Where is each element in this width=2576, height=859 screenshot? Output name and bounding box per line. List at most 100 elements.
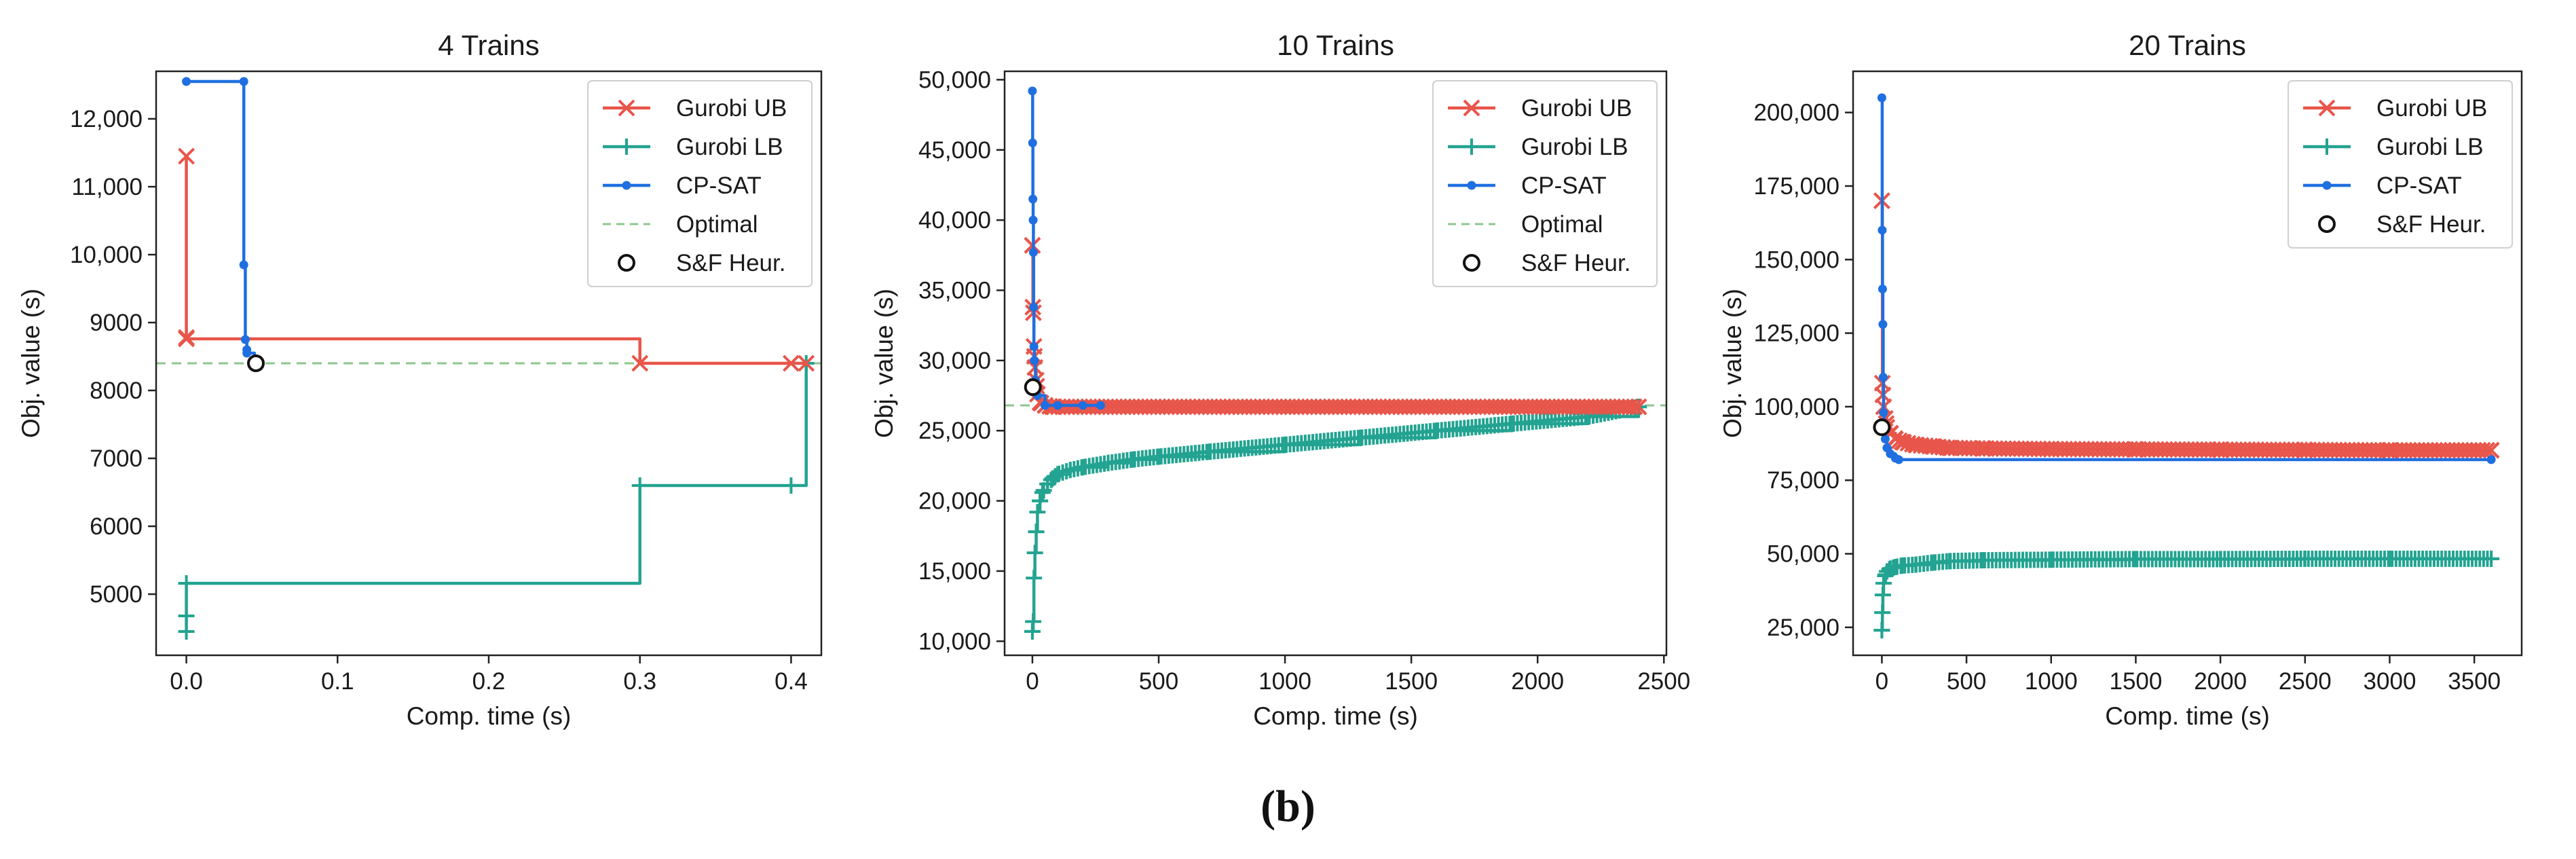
- point-ub: [1630, 398, 1647, 416]
- x-tick-label: 0.3: [623, 668, 656, 695]
- point-lb: [1100, 454, 1117, 471]
- y-tick-label: 25,000: [1767, 615, 1840, 641]
- point-ub: [2127, 441, 2144, 458]
- point-lb: [1975, 552, 1992, 569]
- legend-marker-ub: [2318, 99, 2336, 117]
- legend-label-sf: S&F Heur.: [676, 250, 785, 276]
- y-axis-label: Obj. value (s): [1719, 289, 1747, 438]
- series-line-cp: [1031, 89, 1101, 407]
- figure-caption: (b): [1261, 782, 1315, 831]
- point-ub: [631, 354, 649, 372]
- point-ub: [2482, 441, 2500, 459]
- x-tick-label: 0.0: [170, 668, 203, 695]
- x-tick-label: 2500: [2279, 668, 2332, 695]
- y-tick-label: 125,000: [1753, 321, 1840, 347]
- y-tick-label: 12,000: [70, 106, 143, 132]
- x-tick-label: 2000: [2194, 668, 2247, 695]
- point-cp: [182, 77, 191, 86]
- axes-frame: [155, 70, 823, 657]
- plot-area: [156, 77, 821, 640]
- point-lb: [1034, 484, 1051, 501]
- legend-label-lb: Gurobi LB: [1521, 134, 1628, 160]
- point-cp: [1028, 138, 1037, 147]
- point-cp: [1028, 248, 1038, 257]
- point-ub: [1907, 436, 1924, 454]
- point-lb: [1029, 504, 1046, 521]
- y-tick-label: 200,000: [1753, 100, 1840, 126]
- point-ub: [178, 330, 195, 348]
- y-axis-label: Obj. value (s): [870, 289, 898, 438]
- point-ub: [2478, 441, 2496, 459]
- legend-box: [2288, 80, 2513, 249]
- point-lb: [1941, 553, 1958, 570]
- point-cp: [1879, 408, 1888, 418]
- point-lb: [1428, 422, 1445, 439]
- point-lb: [1125, 451, 1142, 468]
- legend-label-ub: Gurobi UB: [1521, 95, 1632, 122]
- y-tick-label: 40,000: [918, 207, 991, 234]
- x-tick-label: 0: [1026, 668, 1039, 695]
- point-lb: [2212, 551, 2229, 568]
- point-cp: [1878, 225, 1887, 235]
- chart-title: 10 Trains: [1277, 29, 1394, 61]
- x-tick-label: 3000: [2364, 668, 2416, 695]
- point-cp: [1877, 93, 1886, 103]
- point-cp: [1878, 320, 1888, 329]
- legend-marker-lb: [618, 139, 635, 155]
- point-cp: [239, 260, 248, 270]
- point-ub: [1893, 433, 1911, 451]
- point-lb: [1026, 545, 1043, 562]
- legend-handle-sf: [1463, 254, 1480, 272]
- y-tick-label: 9000: [90, 310, 143, 336]
- point-cp: [1878, 285, 1887, 294]
- chart-title: 20 Trains: [2129, 29, 2246, 61]
- point-lb: [1075, 458, 1091, 475]
- legend-label-ub: Gurobi UB: [2376, 95, 2487, 122]
- point-lb: [1028, 524, 1045, 541]
- y-tick-label: 10,000: [918, 628, 991, 655]
- axes-frame: [1003, 70, 1668, 657]
- x-tick-label: 0.1: [321, 668, 354, 695]
- y-tick-label: 20,000: [918, 488, 991, 515]
- legend-label-cp: CP-SAT: [2376, 172, 2462, 199]
- x-tick-label: 0.2: [472, 668, 506, 695]
- x-tick-label: 2500: [1637, 668, 1690, 695]
- legend-box: [587, 80, 813, 287]
- plot-area: [1005, 86, 1666, 640]
- point-lb: [1878, 563, 1895, 580]
- point-lb: [1924, 554, 1941, 571]
- point-ub: [1975, 440, 1992, 457]
- y-tick-label: 35,000: [918, 278, 991, 304]
- series-line-cp: [186, 79, 257, 363]
- legend-marker-lb: [1463, 139, 1480, 155]
- legend-label-opt: Optimal: [676, 211, 758, 238]
- y-tick-label: 100,000: [1753, 394, 1840, 420]
- x-axis-label: Comp. time (s): [2105, 702, 2270, 730]
- point-sf: [1024, 378, 1042, 397]
- legend-label-sf: S&F Heur.: [1521, 250, 1630, 276]
- point-lb: [2381, 550, 2398, 567]
- point-lb: [178, 623, 195, 640]
- point-lb: [1352, 429, 1369, 446]
- point-cp: [1880, 435, 1890, 444]
- panel-20-trains: 20 Trains 0 500 1000 1500 2000 2500 3000 3500 25,…: [1719, 29, 2523, 730]
- point-cp: [240, 335, 250, 344]
- point-lb: [2127, 551, 2144, 568]
- y-tick-label: 50,000: [1767, 541, 1840, 568]
- x-tick-label: 2000: [1511, 668, 1564, 695]
- point-lb: [1151, 448, 1167, 465]
- y-tick-label: 50,000: [918, 67, 991, 93]
- panel-4-trains: 4 Trains 0.0 0.1 0.2 0.3 0.4 5000 6000 7000 8000 9…: [17, 29, 823, 730]
- axes-frame: [1852, 70, 2523, 657]
- y-tick-label: 150,000: [1753, 246, 1840, 273]
- point-cp: [2486, 455, 2496, 464]
- x-tick-label: 1500: [1385, 668, 1438, 695]
- point-cp: [1028, 194, 1038, 204]
- x-tick-label: 0.4: [774, 668, 808, 695]
- point-cp: [1053, 401, 1062, 410]
- point-cp: [1096, 401, 1105, 410]
- y-axis-label: Obj. value (s): [17, 289, 45, 438]
- y-tick-label: 7000: [90, 445, 143, 472]
- point-lb: [1049, 466, 1066, 483]
- point-cp: [242, 348, 252, 358]
